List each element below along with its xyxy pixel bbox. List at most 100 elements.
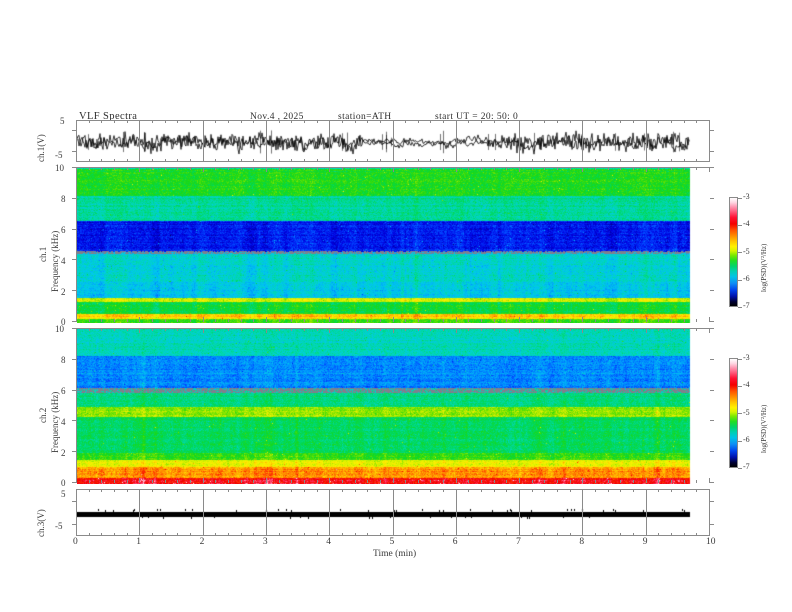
tick-mark — [557, 328, 558, 331]
tick-mark — [582, 120, 583, 162]
tick-mark — [228, 480, 229, 483]
colorbar-tick-ch1-4: -7 — [743, 301, 750, 310]
tick-mark — [481, 328, 482, 331]
tick-mark — [608, 120, 609, 123]
tick-mark — [72, 420, 76, 421]
tick-mark — [532, 319, 533, 322]
tick-mark — [367, 480, 368, 483]
tick-mark — [253, 328, 254, 331]
colorbar-tick-ch1-0: -3 — [743, 192, 750, 201]
tick-mark — [646, 328, 647, 333]
tick-mark — [608, 319, 609, 322]
tick-mark — [76, 167, 77, 172]
colorbar-tick-ch2-3: -6 — [743, 435, 750, 444]
tick-mark — [709, 167, 710, 172]
colorbar-tick-ch1-1: -4 — [743, 219, 750, 228]
tick-mark — [443, 120, 444, 123]
tick-mark — [430, 489, 431, 492]
tick-mark — [152, 328, 153, 331]
tick-mark — [279, 489, 280, 492]
xtick-label-5: 5 — [389, 537, 395, 547]
tick-mark — [582, 489, 583, 536]
tick-mark — [72, 130, 76, 131]
tick-mark — [494, 328, 495, 331]
tick-mark — [190, 319, 191, 322]
colorbar-gradient-ch2 — [729, 358, 738, 468]
tick-mark — [89, 120, 90, 123]
tick-mark — [152, 533, 153, 536]
tick-mark — [215, 328, 216, 331]
tick-mark — [304, 489, 305, 492]
tick-mark — [355, 328, 356, 331]
tick-mark — [418, 120, 419, 123]
tick-mark — [190, 328, 191, 331]
tick-mark — [165, 319, 166, 322]
tick-mark — [544, 167, 545, 170]
tick-mark — [608, 489, 609, 492]
tick-mark — [658, 167, 659, 170]
tick-mark — [266, 317, 267, 322]
xtick-label-4: 4 — [326, 537, 331, 547]
tick-mark — [481, 533, 482, 536]
tick-mark — [127, 167, 128, 170]
colorbar-tick-ch2-4: -7 — [743, 462, 750, 471]
tick-mark — [418, 480, 419, 483]
tick-mark — [291, 120, 292, 123]
tick-mark — [367, 489, 368, 492]
xtick-label-1: 1 — [136, 537, 142, 547]
tick-mark — [127, 159, 128, 162]
tick-mark — [291, 159, 292, 162]
tick-mark — [190, 167, 191, 170]
tick-mark — [646, 478, 647, 483]
tick-mark — [215, 489, 216, 492]
tick-mark — [620, 120, 621, 123]
tick-mark — [72, 167, 76, 168]
tick-mark — [595, 319, 596, 322]
tick-mark — [557, 159, 558, 162]
tick-mark — [89, 319, 90, 322]
tick-mark — [72, 451, 76, 452]
tick-mark — [152, 489, 153, 492]
tick-mark — [646, 317, 647, 322]
tick-mark — [342, 120, 343, 123]
tick-mark — [519, 167, 520, 172]
tick-mark — [215, 167, 216, 170]
tick-mark — [519, 328, 520, 333]
page-title: VLF Spectra — [79, 111, 138, 122]
ytick-ch1-2: 2 — [61, 287, 66, 297]
tick-mark — [291, 480, 292, 483]
tick-mark — [710, 321, 714, 322]
xtick-label-8: 8 — [579, 537, 585, 547]
xtick-label-0: 0 — [73, 537, 78, 547]
tick-mark — [658, 489, 659, 492]
tick-mark — [671, 159, 672, 162]
tick-mark — [291, 489, 292, 492]
tick-mark — [127, 533, 128, 536]
tick-mark — [114, 489, 115, 492]
tick-mark — [266, 328, 267, 333]
axis-label-ch3v: ch.3(V) — [36, 509, 46, 537]
tick-mark — [468, 489, 469, 492]
tick-mark — [710, 482, 714, 483]
tick-mark — [696, 489, 697, 492]
tick-mark — [595, 159, 596, 162]
tick-mark — [430, 167, 431, 170]
tick-mark — [89, 167, 90, 170]
axis-label-ch2: ch.2 — [38, 407, 48, 423]
tick-mark — [443, 489, 444, 492]
tick-mark — [595, 480, 596, 483]
tick-mark — [279, 120, 280, 123]
tick-mark — [101, 159, 102, 162]
tick-mark — [595, 533, 596, 536]
tick-mark — [595, 489, 596, 492]
tick-mark — [430, 480, 431, 483]
tick-mark — [152, 480, 153, 483]
colorbar-gradient-ch1 — [729, 197, 738, 307]
ytick-ch1-4: 4 — [61, 256, 66, 266]
tick-mark — [570, 533, 571, 536]
tick-mark — [620, 319, 621, 322]
tick-mark — [557, 533, 558, 536]
tick-mark — [241, 480, 242, 483]
tick-mark — [380, 480, 381, 483]
